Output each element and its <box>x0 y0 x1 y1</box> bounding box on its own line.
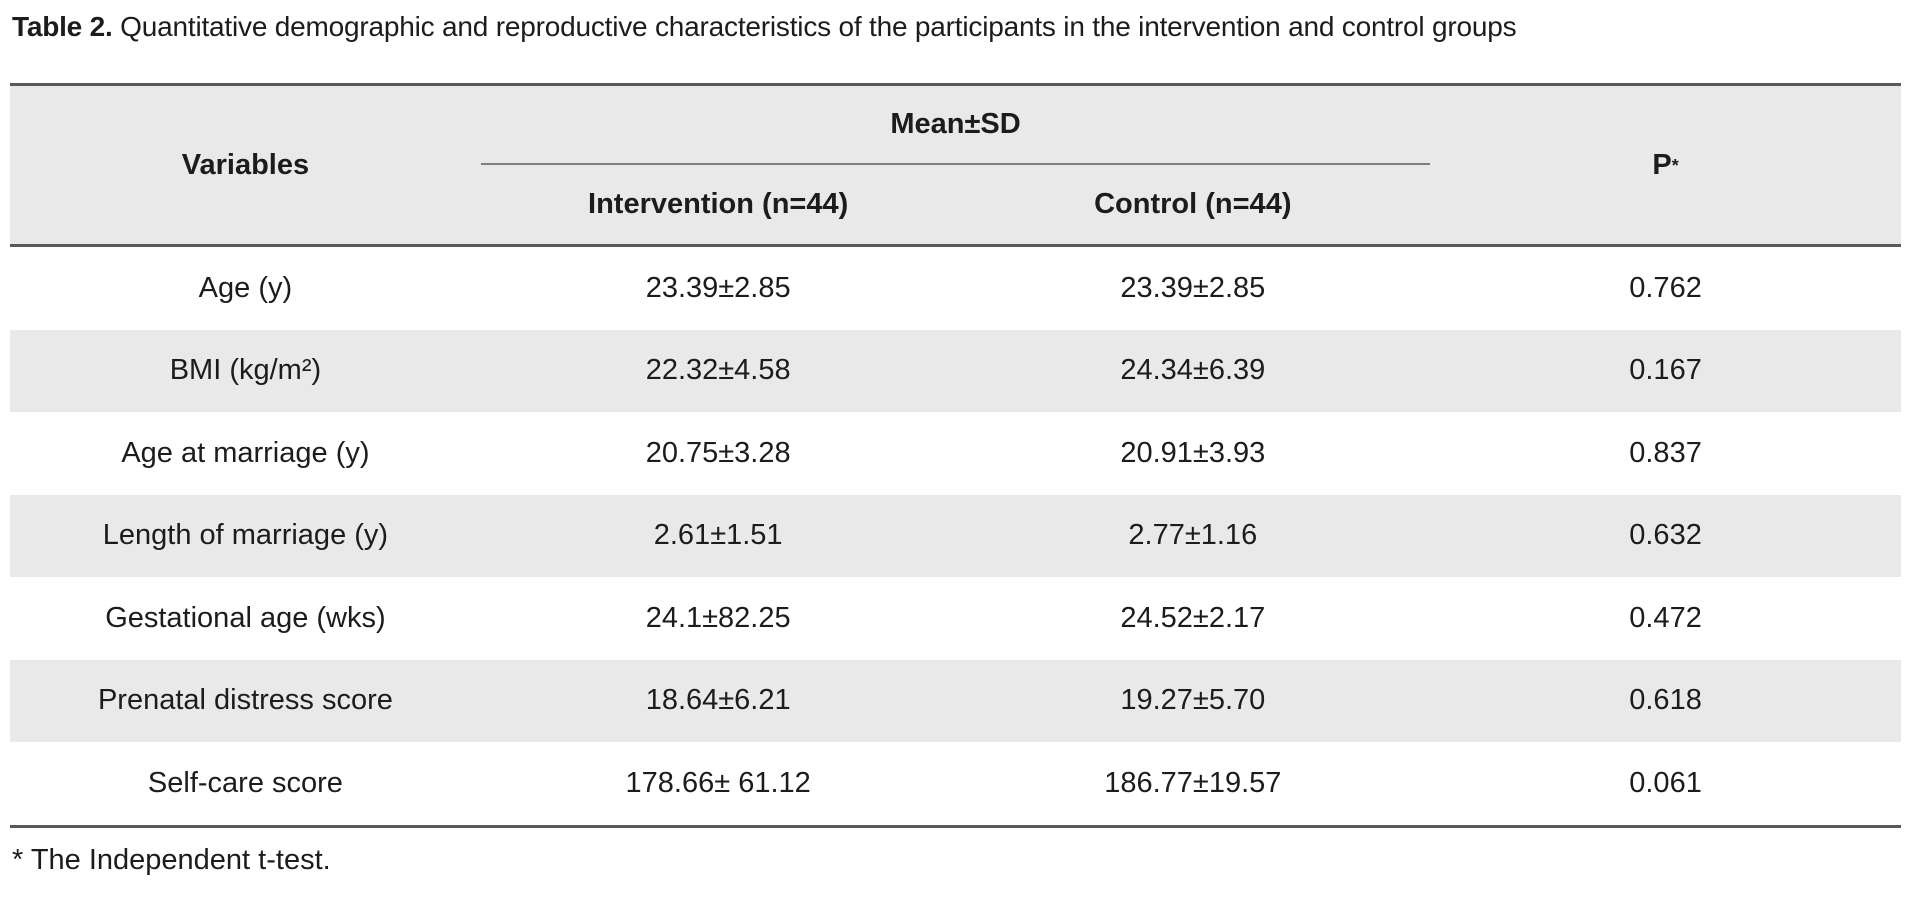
table-row: Prenatal distress score 18.64±6.21 19.27… <box>10 659 1901 742</box>
table-row: Length of marriage (y) 2.61±1.51 2.77±1.… <box>10 494 1901 577</box>
cell-variable: Gestational age (wks) <box>105 601 386 634</box>
header-p-label: P <box>1652 148 1672 181</box>
cell-p-value: 0.762 <box>1629 271 1702 304</box>
cell-control: 24.52±2.17 <box>1120 601 1266 634</box>
cell-p-value: 0.472 <box>1629 601 1702 634</box>
cell-variable: Prenatal distress score <box>97 684 393 717</box>
cell-control: 23.39±2.85 <box>1120 271 1266 304</box>
table-row: Self-care score 178.66± 61.12 186.77±19.… <box>10 742 1901 825</box>
cell-control: 20.91±3.93 <box>1120 436 1266 469</box>
header-variables: Variables <box>181 148 310 181</box>
table-caption-text: Quantitative demographic and reproductiv… <box>112 11 1517 42</box>
header-intervention: Intervention (n=44) <box>588 188 849 220</box>
cell-variable: Self-care score <box>147 766 343 799</box>
cell-intervention: 2.61±1.51 <box>653 519 783 552</box>
table-header: Variables Mean±SD Intervention (n=44) Co… <box>10 83 1901 247</box>
cell-control: 24.34±6.39 <box>1120 354 1266 387</box>
cell-control: 186.77±19.57 <box>1104 766 1282 799</box>
header-control: Control (n=44) <box>1094 188 1292 220</box>
table-body: Age (y) 23.39±2.85 23.39±2.85 0.762 BMI … <box>10 247 1901 828</box>
cell-p-value: 0.632 <box>1629 519 1702 552</box>
table-row: Gestational age (wks) 24.1±82.25 24.52±2… <box>10 577 1901 660</box>
cell-intervention: 24.1±82.25 <box>645 601 791 634</box>
cell-variable: Length of marriage (y) <box>102 519 389 552</box>
cell-variable: BMI (kg/m²) <box>169 354 322 387</box>
cell-variable: Age at marriage (y) <box>121 436 370 469</box>
table-footnote: * The Independent t-test. <box>12 843 331 876</box>
table-caption: Table 2. Quantitative demographic and re… <box>12 10 1901 44</box>
cell-intervention: 18.64±6.21 <box>645 684 791 717</box>
table-row: Age (y) 23.39±2.85 23.39±2.85 0.762 <box>10 247 1901 330</box>
cell-variable: Age (y) <box>198 271 293 304</box>
cell-intervention: 22.32±4.58 <box>645 354 791 387</box>
cell-p-value: 0.061 <box>1629 766 1702 799</box>
header-mean-sd: Mean±SD <box>480 86 1431 165</box>
cell-intervention: 20.75±3.28 <box>645 436 791 469</box>
cell-intervention: 178.66± 61.12 <box>625 766 811 799</box>
data-table: Variables Mean±SD Intervention (n=44) Co… <box>10 83 1901 828</box>
cell-control: 2.77±1.16 <box>1128 519 1258 552</box>
table-row: Age at marriage (y) 20.75±3.28 20.91±3.9… <box>10 412 1901 495</box>
table-row: BMI (kg/m²) 22.32±4.58 24.34±6.39 0.167 <box>10 329 1901 412</box>
cell-p-value: 0.837 <box>1629 436 1702 469</box>
cell-p-value: 0.618 <box>1629 684 1702 717</box>
cell-control: 19.27±5.70 <box>1120 684 1266 717</box>
cell-intervention: 23.39±2.85 <box>645 271 791 304</box>
header-p-value: P * <box>1652 148 1679 181</box>
table-caption-number: Table 2. <box>12 11 113 42</box>
cell-p-value: 0.167 <box>1629 354 1702 387</box>
